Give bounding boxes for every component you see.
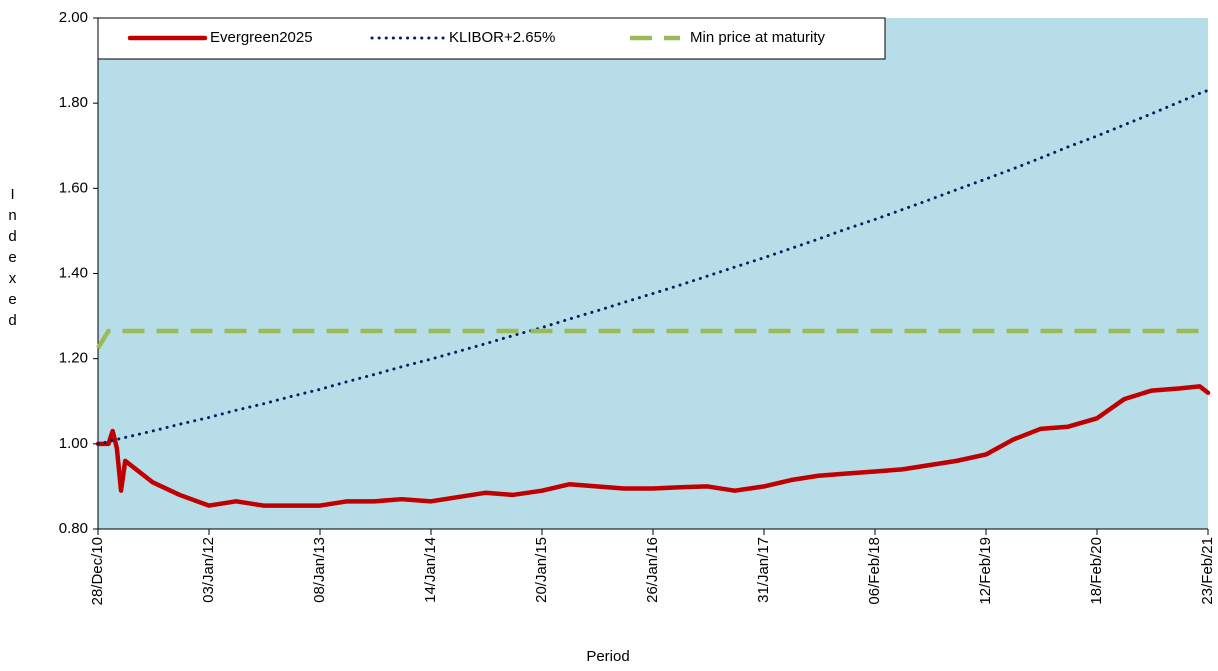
x-tick-label: 28/Dec/10	[89, 537, 106, 605]
legend-label: KLIBOR+2.65%	[449, 29, 555, 46]
x-axis-label: Period	[586, 648, 629, 665]
x-tick-label: 14/Jan/14	[422, 537, 439, 603]
legend-box	[97, 17, 886, 60]
legend-label: Evergreen2025	[210, 29, 313, 46]
x-tick-label: 20/Jan/15	[533, 537, 550, 603]
x-tick-label: 18/Feb/20	[1088, 537, 1105, 605]
x-tick-label: 08/Jan/13	[311, 537, 328, 603]
y-tick-label: 1.80	[59, 94, 88, 111]
y-tick-label: 0.80	[59, 520, 88, 537]
x-tick-label: 06/Feb/18	[866, 537, 883, 605]
x-tick-label: 26/Jan/16	[644, 537, 661, 603]
y-axis-label: Indexed	[4, 186, 21, 333]
series-line	[95, 384, 1211, 508]
y-tick-label: 1.00	[59, 435, 88, 452]
y-tick-label: 1.60	[59, 179, 88, 196]
series-line	[96, 88, 1210, 446]
y-tick-label: 1.20	[59, 350, 88, 367]
x-tick-label: 12/Feb/19	[977, 537, 994, 605]
plot-area	[98, 18, 1208, 529]
legend-label: Min price at maturity	[690, 29, 826, 46]
x-tick-label: 23/Feb/21	[1199, 537, 1216, 605]
x-tick-label: 03/Jan/12	[200, 537, 217, 603]
x-tick-label: 31/Jan/17	[755, 537, 772, 603]
y-tick-label: 1.40	[59, 264, 88, 281]
marks	[93, 17, 1211, 535]
y-tick-label: 2.00	[59, 9, 88, 26]
